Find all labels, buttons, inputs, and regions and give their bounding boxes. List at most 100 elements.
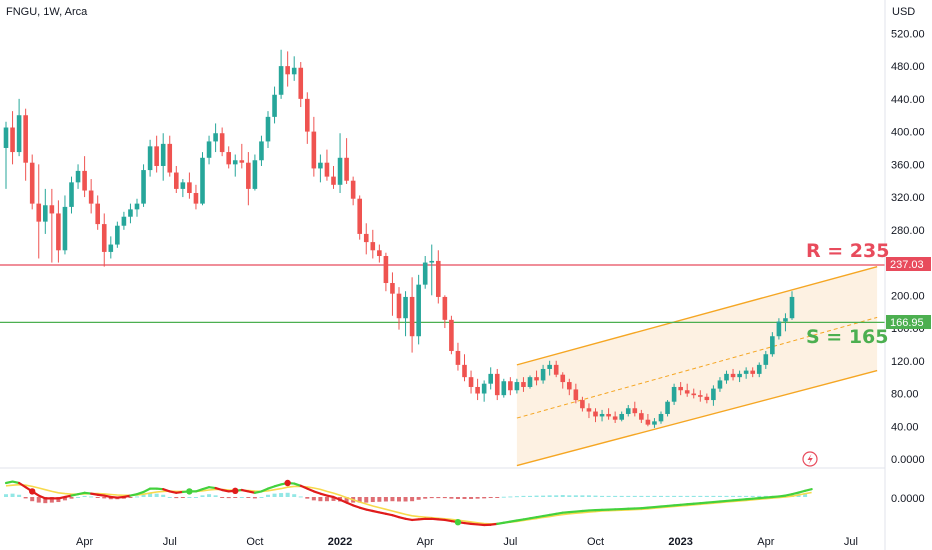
- channel-middle-line[interactable]: [516, 316, 878, 419]
- candle: [514, 378, 520, 394]
- histogram-bar: [292, 494, 297, 497]
- oscillator-fast-segment: [404, 517, 414, 522]
- histogram-bar: [731, 495, 736, 497]
- histogram-bar: [220, 497, 225, 498]
- candle-body: [357, 198, 362, 234]
- price-tick-label: 440.00: [891, 94, 925, 106]
- histogram-bar: [521, 495, 526, 497]
- candle-body: [645, 419, 651, 425]
- candle-body: [429, 260, 435, 263]
- candle-body: [200, 157, 205, 204]
- histogram-bar: [285, 492, 290, 497]
- histogram-bar: [586, 495, 591, 497]
- candle-body: [36, 203, 42, 222]
- candle-body: [331, 176, 336, 185]
- candle: [606, 408, 611, 420]
- candle: [10, 111, 15, 165]
- histogram-bar: [659, 495, 663, 497]
- oscillator-fast-segment: [4, 480, 14, 485]
- candle-body: [455, 350, 461, 365]
- oscillator-fast-segment: [332, 495, 342, 501]
- candle-body: [56, 213, 61, 251]
- oscillator-fast-segment: [443, 518, 453, 523]
- oscillator-fast-segment: [384, 512, 394, 517]
- candle-body: [75, 170, 81, 183]
- candle: [56, 200, 61, 263]
- oscillator-fast-segment: [162, 488, 171, 493]
- resistance-annotation[interactable]: R = 235: [806, 240, 889, 262]
- oscillator-fast-segment: [11, 480, 21, 485]
- histogram-bar: [691, 495, 696, 497]
- histogram-bar: [613, 495, 618, 497]
- candle: [115, 221, 120, 248]
- candle-body: [462, 364, 467, 378]
- candle: [101, 213, 107, 267]
- histogram-bar: [174, 497, 179, 499]
- time-tick-label: Jul: [163, 536, 177, 548]
- candle-body: [743, 370, 749, 374]
- lightning-icon[interactable]: [802, 451, 818, 467]
- oscillator-fast-segment: [57, 495, 67, 500]
- histogram-bar: [69, 497, 74, 499]
- histogram-bar: [541, 495, 546, 497]
- channel-upper-line[interactable]: [516, 265, 878, 366]
- candle: [573, 383, 579, 404]
- histogram-bar: [154, 493, 159, 497]
- candle: [743, 367, 749, 379]
- histogram-bar: [141, 494, 146, 497]
- histogram-bar: [259, 497, 264, 498]
- candle: [756, 362, 762, 378]
- candle-body: [422, 262, 428, 285]
- price-tick-label: 320.00: [891, 192, 925, 204]
- oscillator-fast-segment: [83, 491, 93, 495]
- oscillator-fast-segment: [358, 506, 368, 511]
- candle: [239, 143, 245, 169]
- candle: [95, 195, 100, 230]
- oscillator-fast-segment: [548, 512, 558, 517]
- candle-body: [475, 386, 480, 394]
- candle: [285, 51, 290, 87]
- candle: [462, 354, 467, 382]
- oscillator-fast-segment: [391, 514, 401, 519]
- candle-body: [298, 67, 304, 99]
- support-annotation[interactable]: S = 165: [806, 326, 889, 348]
- oscillator-fast-segment: [194, 488, 204, 493]
- oscillator-fast-segment: [784, 493, 794, 497]
- histogram-bar: [442, 497, 447, 499]
- candle: [724, 370, 729, 384]
- oscillator-fast-segment: [306, 487, 315, 493]
- histogram-bar: [298, 496, 303, 498]
- candle-body: [698, 395, 703, 397]
- time-axis[interactable]: Apr Jul Oct 2022 Apr Jul Oct 2023 Apr Jul: [76, 536, 858, 548]
- price-tick-label: 0.0000: [891, 454, 925, 466]
- candle-body: [101, 224, 107, 252]
- candle: [639, 409, 644, 423]
- candle: [213, 123, 218, 153]
- oscillator-fast-segment: [352, 504, 361, 509]
- horizontal-levels[interactable]: [0, 264, 885, 323]
- price-axis[interactable]: 520.00 480.00 440.00 400.00 360.00 320.00 280.…: [891, 28, 925, 466]
- candle-body: [141, 170, 146, 204]
- oscillator-fast-segment: [240, 488, 250, 493]
- candle: [599, 409, 605, 422]
- candle: [363, 223, 369, 255]
- candle-body: [678, 386, 683, 391]
- oscillator-fast-segment: [378, 511, 387, 515]
- candle-body: [494, 373, 500, 396]
- candle: [108, 236, 114, 259]
- candle-body: [658, 413, 664, 422]
- histogram-bar: [246, 497, 251, 498]
- price-tick-label: 360.00: [891, 159, 925, 171]
- oscillator-fast-segment: [515, 518, 525, 522]
- histogram-bar: [207, 494, 212, 497]
- channel-lower-line[interactable]: [516, 369, 878, 467]
- price-channel[interactable]: [516, 265, 878, 467]
- histogram-bar: [619, 495, 624, 497]
- price-tick-label: 200.00: [891, 290, 925, 302]
- histogram-bar: [311, 497, 316, 501]
- candle: [128, 203, 133, 224]
- candle-body: [488, 373, 493, 384]
- candle-body: [128, 209, 133, 217]
- oscillator-fast-segment: [90, 492, 99, 496]
